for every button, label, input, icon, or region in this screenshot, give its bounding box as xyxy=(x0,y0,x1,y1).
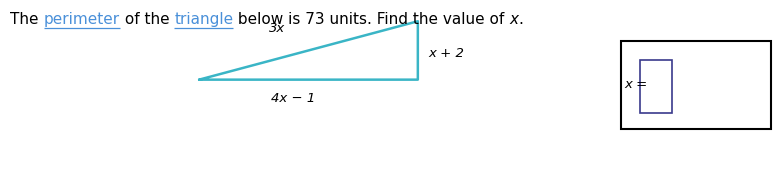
Text: The: The xyxy=(10,12,44,27)
Bar xyxy=(640,60,672,113)
Text: .: . xyxy=(519,12,523,27)
Text: x =: x = xyxy=(625,78,652,91)
Text: perimeter: perimeter xyxy=(44,12,119,27)
Text: triangle: triangle xyxy=(174,12,234,27)
Text: 3x: 3x xyxy=(269,22,285,35)
Text: x + 2: x + 2 xyxy=(428,47,464,60)
Text: x: x xyxy=(509,12,519,27)
Text: below is 73 units. Find the value of: below is 73 units. Find the value of xyxy=(234,12,509,27)
Text: 4x − 1: 4x − 1 xyxy=(271,92,315,105)
Bar xyxy=(621,41,771,129)
Text: of the: of the xyxy=(119,12,174,27)
